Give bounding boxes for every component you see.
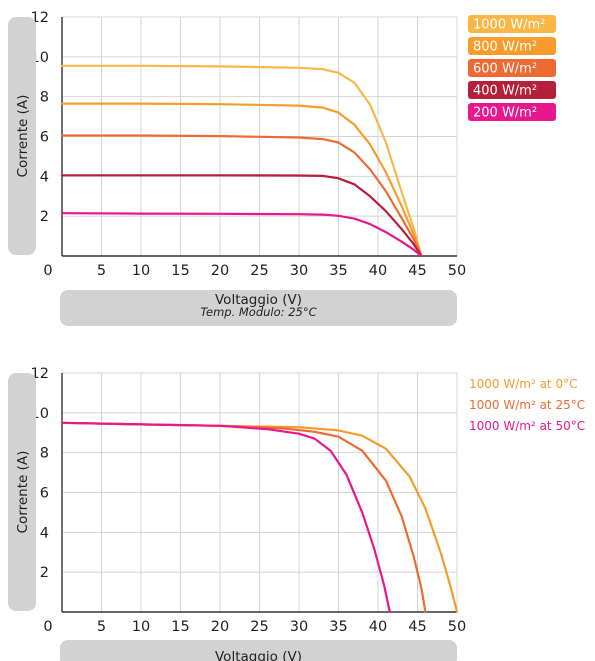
x-tick-label: 35: [329, 619, 347, 635]
y-tick-label: 6: [40, 130, 49, 146]
legend-label-1: 1000 W/m² at 0°C: [469, 377, 577, 391]
series-line-2: [60, 102, 423, 258]
x-tick-label: 30: [290, 619, 308, 635]
x-tick-label: 30: [290, 263, 308, 279]
series-line-3: [60, 421, 391, 614]
x-tick-label: 15: [171, 619, 189, 635]
series-line-5: [60, 212, 423, 258]
legend-badge-2: [468, 37, 556, 55]
y-tick-label: 4: [40, 525, 49, 541]
series-line-1: [60, 64, 423, 258]
x-axis-label: Voltaggio (V): [215, 649, 302, 661]
legend-badge-5: [468, 103, 556, 121]
y-axis-label-box: [8, 17, 36, 255]
x-tick-label: 45: [408, 263, 426, 279]
legend-badge-1: [468, 15, 556, 33]
x-tick-label: 40: [369, 619, 387, 635]
x-tick-label: 15: [171, 263, 189, 279]
y-tick-label: 2: [40, 209, 49, 225]
legend-badge-4: [468, 81, 556, 99]
series-line-2: [60, 421, 427, 614]
y-axis-label: Corrente (A): [15, 95, 31, 178]
x-tick-label: 20: [211, 619, 229, 635]
y-axis-label: Corrente (A): [15, 451, 31, 534]
x-tick-label: 40: [369, 263, 387, 279]
series-line-4: [60, 174, 423, 258]
legend-label-5: 200 W/m²: [473, 106, 537, 121]
legend-badge-3: [468, 59, 556, 77]
x-axis-label-box: [60, 290, 457, 326]
legend-label-2: 1000 W/m² at 25°C: [469, 398, 585, 412]
y-tick-label: 8: [40, 446, 49, 462]
x-tick-label: 50: [448, 263, 466, 279]
x-tick-label: 25: [250, 619, 268, 635]
legend-label-3: 1000 W/m² at 50°C: [469, 419, 585, 433]
x-tick-label: 0: [43, 619, 52, 635]
legend-label-2: 800 W/m²: [473, 40, 537, 55]
y-tick-label: 4: [40, 169, 49, 185]
y-tick-label: 2: [40, 565, 49, 581]
x-tick-label: 5: [97, 263, 106, 279]
series-line-3: [60, 134, 423, 258]
x-tick-label: 25: [250, 263, 268, 279]
x-tick-label: 10: [132, 619, 150, 635]
x-tick-label: 50: [448, 619, 466, 635]
x-axis-note: Temp. Modulo: 25°C: [200, 305, 316, 319]
x-tick-label: 35: [329, 263, 347, 279]
legend-label-3: 600 W/m²: [473, 62, 537, 77]
x-tick-label: 20: [211, 263, 229, 279]
legend-label-1: 1000 W/m²: [473, 18, 545, 33]
y-tick-label: 8: [40, 90, 49, 106]
y-axis-label-box: [8, 373, 36, 611]
x-axis-label-box: [60, 640, 457, 661]
x-axis-label: Voltaggio (V): [215, 292, 302, 308]
legend-label-4: 400 W/m²: [473, 84, 537, 99]
x-tick-label: 5: [97, 619, 106, 635]
x-tick-label: 45: [408, 619, 426, 635]
x-tick-label: 10: [132, 263, 150, 279]
x-tick-label: 0: [43, 263, 52, 279]
y-tick-label: 6: [40, 486, 49, 502]
